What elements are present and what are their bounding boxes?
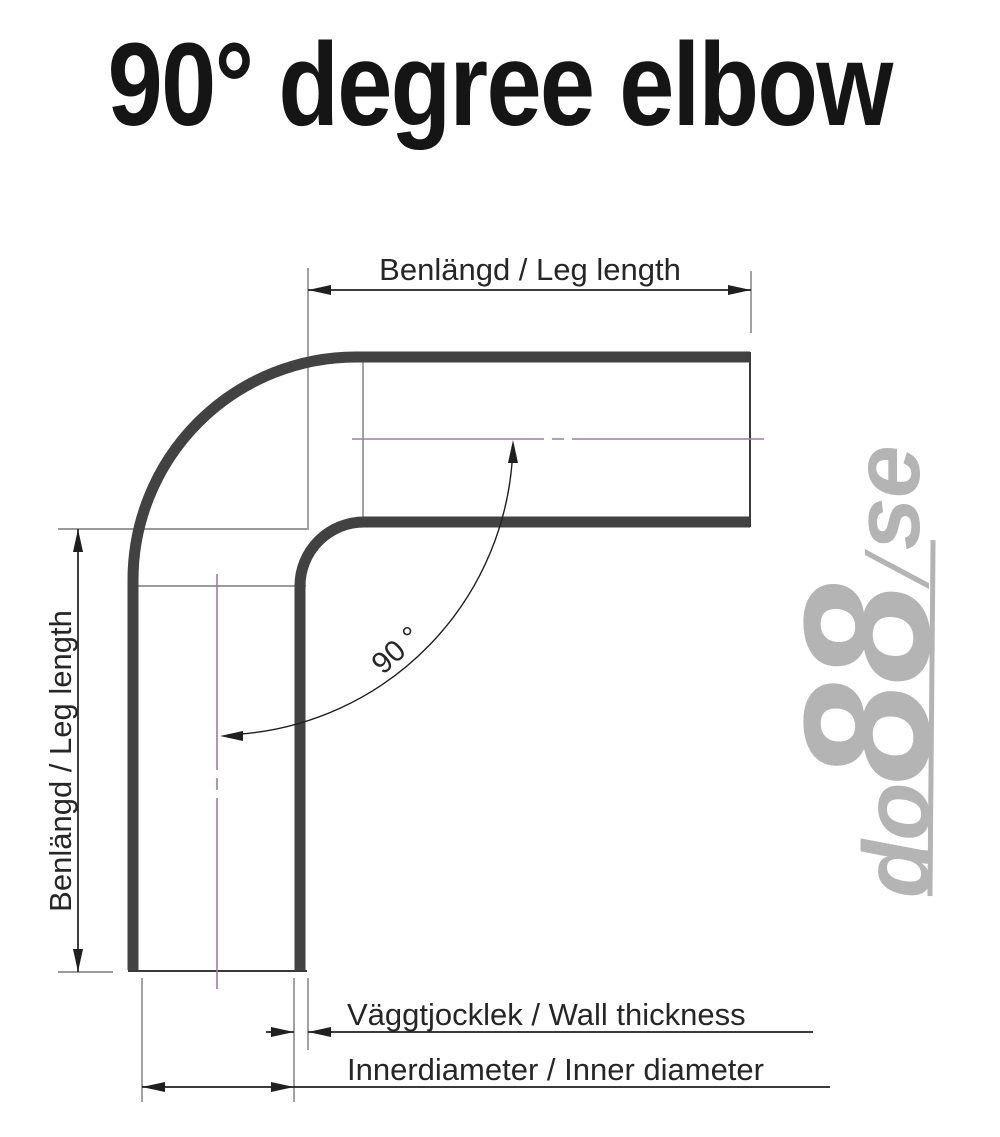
dimension-lines [77, 289, 830, 1088]
do88-watermark: do88se [767, 445, 968, 898]
angle-dimension [240, 451, 514, 735]
pipe-end-caps [128, 352, 751, 972]
arrow-wall-right [308, 1027, 331, 1037]
arrow-wall-left [271, 1027, 294, 1037]
label-leg-length-left: Benlängd / Leg length [43, 610, 79, 912]
label-leg-length-top: Benlängd / Leg length [379, 252, 681, 287]
extension-lines [58, 268, 752, 1102]
arrow-leg-top-left [308, 285, 331, 295]
arrow-angle-top [508, 440, 518, 463]
arrow-leg-left-up [73, 529, 83, 552]
arrow-leg-left-down [73, 949, 83, 972]
arrow-inner-right [271, 1082, 294, 1092]
page-title-row: 90° degree elbow [0, 26, 1000, 144]
arrow-angle-left [220, 731, 243, 741]
dimension-arrowheads [73, 285, 751, 1092]
arrow-leg-top-right [728, 285, 751, 295]
pipe-outer-wall [127, 351, 750, 970]
pipe-body [127, 351, 750, 970]
watermark-se: se [834, 445, 940, 551]
arrow-inner-left [142, 1082, 165, 1092]
label-inner-diameter: Innerdiameter / Inner diameter [347, 1052, 764, 1087]
label-wall-thickness: Väggtjocklek / Wall thickness [347, 997, 746, 1032]
pipe-inner-wall [294, 516, 750, 970]
page-title: 90° degree elbow [107, 19, 894, 151]
angle-arc [240, 451, 514, 735]
centerlines [216, 438, 766, 989]
